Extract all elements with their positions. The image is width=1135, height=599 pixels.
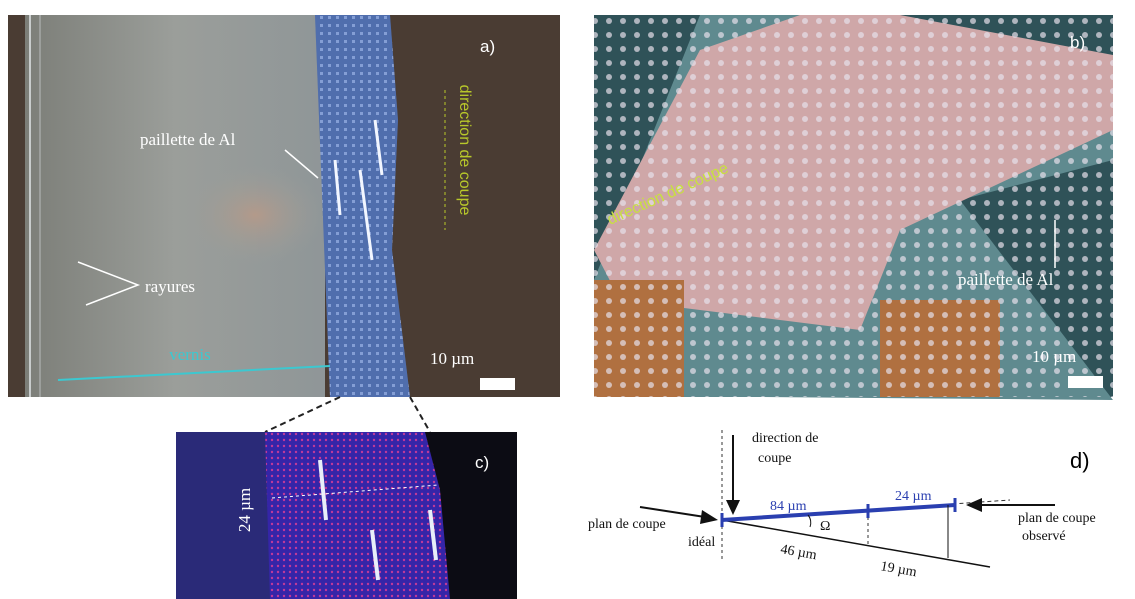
panel-label: d) <box>1070 448 1090 473</box>
zoom-line <box>409 396 431 433</box>
flake-label: paillette de Al <box>140 130 236 149</box>
panel-b: b) direction de coupe paillette de Al 10… <box>594 15 1113 400</box>
length-label: 24 µm <box>895 489 932 504</box>
varnish-label: vernis <box>169 345 211 364</box>
panel-c: c) 24 µm <box>176 432 517 599</box>
zoom-line <box>264 396 341 433</box>
observed-plane: plan de coupe observé <box>1018 511 1096 544</box>
cut-direction: direction de coupe <box>752 431 818 466</box>
cut-direction: direction de coupe <box>456 85 473 216</box>
width-label: 24 µm <box>235 488 254 532</box>
projection-label: 19 µm <box>879 559 918 580</box>
ideal-plane: plan de coupeidéal <box>588 517 715 550</box>
flake-label: paillette de Al <box>958 270 1054 289</box>
projection-label: 46 µm <box>779 542 818 563</box>
panel-label: a) <box>480 37 495 56</box>
panel-label: b) <box>1070 33 1085 52</box>
panel-a: a) direction de coupe paillette de Al ra… <box>8 15 560 397</box>
scratch-label: rayures <box>145 277 195 296</box>
scale-label: 10 µm <box>430 349 474 368</box>
angle-label: Ω <box>820 519 830 534</box>
scale-label: 10 µm <box>1032 347 1076 366</box>
length-label: 84 µm <box>770 499 807 514</box>
panel-d: d) direction de coupe 84 µm 24 µm Ω 46 µm… <box>588 430 1096 580</box>
panel-label: c) <box>475 453 489 472</box>
